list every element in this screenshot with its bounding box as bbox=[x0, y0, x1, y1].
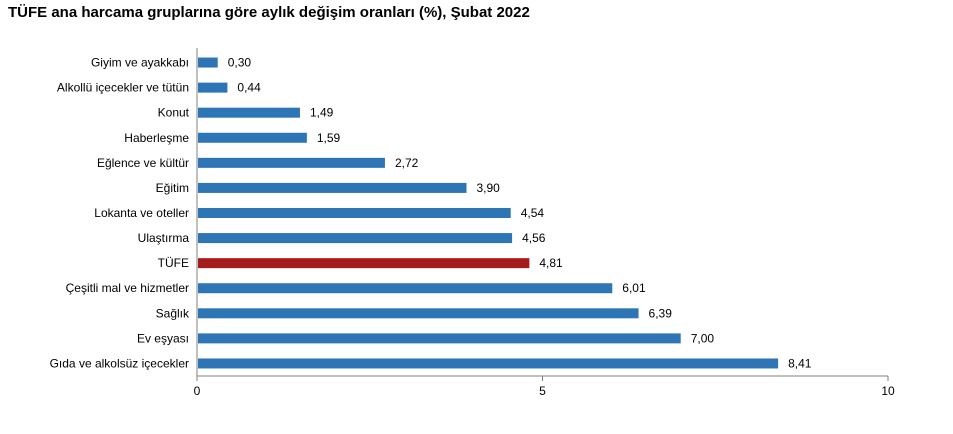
bar bbox=[198, 308, 639, 319]
category-labels: Giyim ve ayakkabı Alkollü içecekler ve tü… bbox=[50, 56, 190, 371]
bar bbox=[198, 233, 513, 244]
category-label: Eğlence ve kültür bbox=[97, 156, 189, 170]
bar-highlight bbox=[198, 258, 530, 269]
chart-title: TÜFE ana harcama gruplarına göre aylık d… bbox=[8, 4, 530, 21]
category-label: Lokanta ve oteller bbox=[94, 206, 189, 220]
bar bbox=[198, 208, 511, 218]
x-tick-label: 0 bbox=[194, 384, 201, 398]
bar bbox=[198, 333, 681, 344]
value-label: 8,41 bbox=[788, 356, 812, 370]
bar bbox=[198, 132, 307, 143]
value-label: 1,59 bbox=[317, 131, 341, 145]
value-label: 6,39 bbox=[649, 306, 673, 320]
x-tick-label: 10 bbox=[881, 384, 895, 398]
value-label: 4,56 bbox=[522, 231, 546, 245]
category-label: Konut bbox=[158, 106, 190, 120]
bar bbox=[198, 82, 228, 93]
category-label: TÜFE bbox=[158, 256, 189, 270]
category-label: Alkollü içecekler ve tütün bbox=[57, 81, 189, 95]
bar bbox=[198, 157, 385, 168]
value-label: 4,54 bbox=[521, 206, 545, 220]
category-label: Gıda ve alkolsüz içecekler bbox=[50, 356, 189, 370]
value-label: 1,49 bbox=[310, 106, 334, 120]
bar bbox=[198, 358, 779, 369]
value-label: 6,01 bbox=[622, 281, 646, 295]
value-label: 0,44 bbox=[237, 81, 261, 95]
value-label: 0,30 bbox=[228, 56, 252, 70]
x-tick-label: 5 bbox=[539, 384, 546, 398]
category-label: Haberleşme bbox=[124, 131, 189, 145]
x-axis: 0 5 10 bbox=[194, 48, 895, 398]
bar bbox=[198, 283, 613, 294]
value-label: 2,72 bbox=[395, 156, 419, 170]
category-label: Sağlık bbox=[156, 306, 190, 320]
bar bbox=[198, 107, 300, 118]
bars bbox=[198, 57, 779, 369]
bar bbox=[198, 182, 467, 193]
value-label: 3,90 bbox=[476, 181, 500, 195]
bar bbox=[198, 57, 218, 68]
category-label: Eğitim bbox=[156, 181, 189, 195]
category-label: Ulaştırma bbox=[138, 231, 190, 245]
category-label: Ev eşyası bbox=[137, 331, 189, 345]
category-label: Giyim ve ayakkabı bbox=[91, 56, 189, 70]
category-label: Çeşitli mal ve hizmetler bbox=[66, 281, 189, 295]
value-label: 4,81 bbox=[539, 256, 563, 270]
value-labels: 0,30 0,44 1,49 1,59 2,72 3,90 4,54 4,56 4,81 6,01… bbox=[228, 56, 812, 371]
value-label: 7,00 bbox=[691, 331, 715, 345]
